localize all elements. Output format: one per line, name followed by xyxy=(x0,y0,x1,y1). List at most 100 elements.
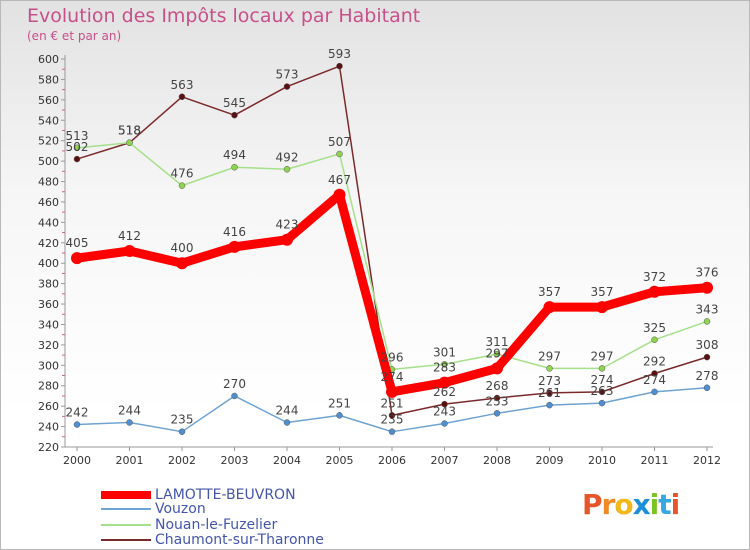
data-point xyxy=(123,244,136,257)
data-label: 301 xyxy=(433,345,456,359)
data-label: 270 xyxy=(223,377,246,391)
legend-label: LAMOTTE-BEUVRON xyxy=(155,487,296,503)
data-label: 297 xyxy=(486,346,509,360)
data-label: 242 xyxy=(66,406,89,420)
y-tick-label: 300 xyxy=(38,359,59,372)
data-point xyxy=(651,370,658,377)
data-label: 492 xyxy=(276,150,299,164)
logo-letter: i xyxy=(670,488,681,521)
data-label: 343 xyxy=(696,302,719,316)
data-point xyxy=(336,150,343,158)
data-point xyxy=(493,350,501,358)
y-tick-label: 380 xyxy=(38,278,59,291)
logo-letter: r xyxy=(601,488,616,521)
data-point xyxy=(388,428,396,435)
data-label: 292 xyxy=(643,354,666,368)
y-tick-label: 440 xyxy=(38,216,59,229)
data-point xyxy=(281,233,293,246)
data-point xyxy=(126,419,133,426)
x-tick-label: 2012 xyxy=(693,454,721,467)
data-point xyxy=(126,139,133,146)
data-label: 263 xyxy=(591,384,614,398)
logo-letter: P xyxy=(582,488,603,521)
data-label: 563 xyxy=(171,78,194,92)
data-point xyxy=(493,394,501,402)
data-point xyxy=(231,111,238,119)
data-point xyxy=(438,376,451,389)
data-point xyxy=(178,182,186,189)
y-tick-label: 500 xyxy=(38,155,59,168)
data-point xyxy=(703,353,711,361)
logo-letter: x xyxy=(632,488,651,521)
data-label: 311 xyxy=(486,335,509,349)
data-label: 416 xyxy=(223,225,246,239)
y-tick-label: 580 xyxy=(38,73,59,86)
y-tick-label: 480 xyxy=(38,176,59,189)
data-point xyxy=(546,389,553,397)
legend-swatch xyxy=(101,539,151,541)
x-tick-label: 2005 xyxy=(326,454,354,467)
data-label: 573 xyxy=(276,68,299,82)
data-label: 253 xyxy=(486,394,509,408)
data-label: 423 xyxy=(276,218,299,232)
logo-letter: t xyxy=(658,488,671,521)
y-tick-label: 460 xyxy=(38,196,59,209)
data-label: 274 xyxy=(591,373,614,387)
x-tick-label: 2010 xyxy=(588,454,616,467)
data-point xyxy=(598,399,606,407)
y-tick-label: 600 xyxy=(38,53,59,66)
data-label: 243 xyxy=(433,405,456,419)
data-label: 261 xyxy=(538,386,561,400)
data-point xyxy=(703,318,711,325)
data-label: 268 xyxy=(486,379,509,393)
data-point xyxy=(441,361,448,368)
data-point xyxy=(596,301,608,314)
data-point xyxy=(651,388,658,396)
data-point xyxy=(546,365,553,372)
data-point xyxy=(651,336,658,344)
data-label: 244 xyxy=(276,403,299,417)
legend-label: Nouan-le-Fuzelier xyxy=(155,517,278,533)
data-point xyxy=(648,285,661,298)
data-label: 593 xyxy=(328,47,351,61)
legend-swatch xyxy=(101,524,151,526)
data-label: 545 xyxy=(223,96,246,110)
data-point xyxy=(333,188,346,201)
data-point xyxy=(598,365,606,372)
data-point xyxy=(598,388,606,396)
chart-title: Evolution des Impôts locaux par Habitant xyxy=(27,5,421,27)
data-label: 274 xyxy=(643,373,666,387)
data-point xyxy=(546,401,553,409)
x-tick-label: 2009 xyxy=(536,454,564,467)
data-label: 412 xyxy=(118,229,141,243)
data-point xyxy=(701,281,713,294)
data-label: 297 xyxy=(538,349,561,363)
data-point xyxy=(178,93,186,101)
data-label: 235 xyxy=(381,413,404,427)
y-tick-label: 320 xyxy=(38,339,59,352)
chart-subtitle: (en € et par an) xyxy=(27,29,122,43)
data-label: 283 xyxy=(433,361,456,375)
y-tick-label: 260 xyxy=(38,400,59,413)
data-label: 262 xyxy=(433,385,456,399)
data-label: 467 xyxy=(328,173,351,187)
data-label: 308 xyxy=(696,338,719,352)
x-tick-label: 2008 xyxy=(483,454,511,467)
y-tick-label: 420 xyxy=(38,237,59,250)
x-tick-label: 2007 xyxy=(431,454,459,467)
data-point xyxy=(228,240,241,253)
data-label: 251 xyxy=(328,396,351,410)
x-tick-label: 2002 xyxy=(168,454,196,467)
y-tick-label: 360 xyxy=(38,298,59,311)
x-tick-label: 2000 xyxy=(63,454,91,467)
y-tick-label: 400 xyxy=(38,257,59,270)
legend-swatch xyxy=(101,508,151,510)
data-point xyxy=(441,420,448,427)
data-point xyxy=(493,410,501,417)
data-label: 476 xyxy=(171,167,194,181)
data-point xyxy=(491,362,503,375)
data-label: 251 xyxy=(381,396,404,410)
data-label: 244 xyxy=(118,403,141,417)
